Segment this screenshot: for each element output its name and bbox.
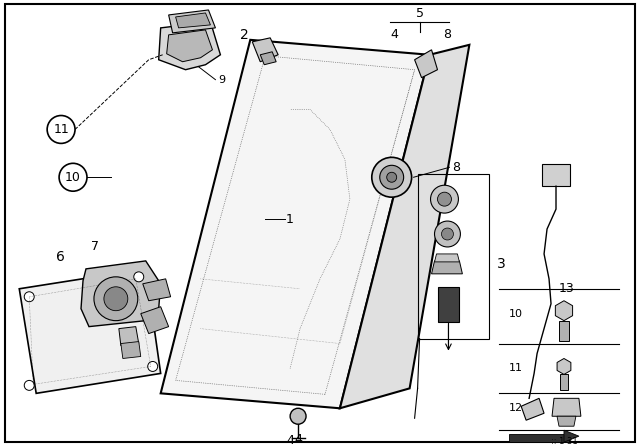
Text: 4: 4: [294, 433, 302, 446]
Text: 8: 8: [444, 28, 451, 41]
Polygon shape: [552, 398, 581, 416]
Polygon shape: [168, 10, 216, 33]
Text: 8: 8: [452, 161, 460, 174]
Text: 7: 7: [91, 241, 99, 254]
Circle shape: [290, 408, 306, 424]
Circle shape: [134, 272, 144, 282]
Bar: [542, 164, 570, 186]
Polygon shape: [435, 254, 460, 262]
Text: 1: 1: [286, 213, 294, 226]
Circle shape: [24, 292, 34, 302]
Circle shape: [94, 277, 138, 321]
Polygon shape: [81, 261, 161, 327]
Circle shape: [387, 172, 397, 182]
Text: 10: 10: [509, 309, 524, 319]
Polygon shape: [143, 279, 171, 301]
Circle shape: [435, 221, 460, 247]
Polygon shape: [166, 30, 212, 62]
Polygon shape: [119, 327, 139, 345]
Text: 5: 5: [415, 8, 424, 21]
Polygon shape: [175, 13, 211, 28]
Polygon shape: [121, 341, 141, 358]
Polygon shape: [431, 261, 462, 274]
Bar: [438, 287, 460, 322]
Polygon shape: [161, 40, 429, 408]
Polygon shape: [557, 358, 571, 375]
Text: 11: 11: [53, 123, 69, 136]
Text: 4: 4: [286, 434, 294, 447]
Bar: [417, 174, 490, 339]
Polygon shape: [252, 38, 278, 62]
Text: 2: 2: [241, 28, 249, 42]
Polygon shape: [415, 50, 438, 78]
Text: 3: 3: [497, 257, 506, 271]
Polygon shape: [521, 398, 544, 420]
Text: 12: 12: [509, 403, 524, 413]
Circle shape: [442, 228, 453, 240]
Bar: [559, 321, 569, 340]
Text: 13: 13: [559, 282, 575, 295]
Circle shape: [380, 165, 404, 189]
Circle shape: [372, 157, 412, 197]
Polygon shape: [159, 22, 220, 70]
Circle shape: [438, 192, 451, 206]
Text: 6: 6: [56, 250, 65, 264]
Circle shape: [24, 380, 34, 390]
Polygon shape: [556, 301, 573, 321]
Circle shape: [59, 164, 87, 191]
Polygon shape: [260, 52, 276, 65]
Circle shape: [148, 362, 157, 371]
Text: :: 1 31: :: 1 31: [550, 437, 577, 446]
Circle shape: [47, 116, 75, 143]
Text: 11: 11: [509, 363, 524, 374]
Polygon shape: [557, 416, 576, 426]
Text: 4: 4: [391, 28, 399, 41]
Text: 9: 9: [218, 75, 225, 85]
Polygon shape: [564, 430, 579, 442]
Bar: [560, 375, 568, 390]
Polygon shape: [340, 45, 469, 408]
Polygon shape: [141, 307, 168, 334]
Text: 10: 10: [65, 171, 81, 184]
Polygon shape: [509, 434, 569, 442]
Circle shape: [104, 287, 128, 311]
Circle shape: [431, 185, 458, 213]
Polygon shape: [19, 269, 161, 393]
